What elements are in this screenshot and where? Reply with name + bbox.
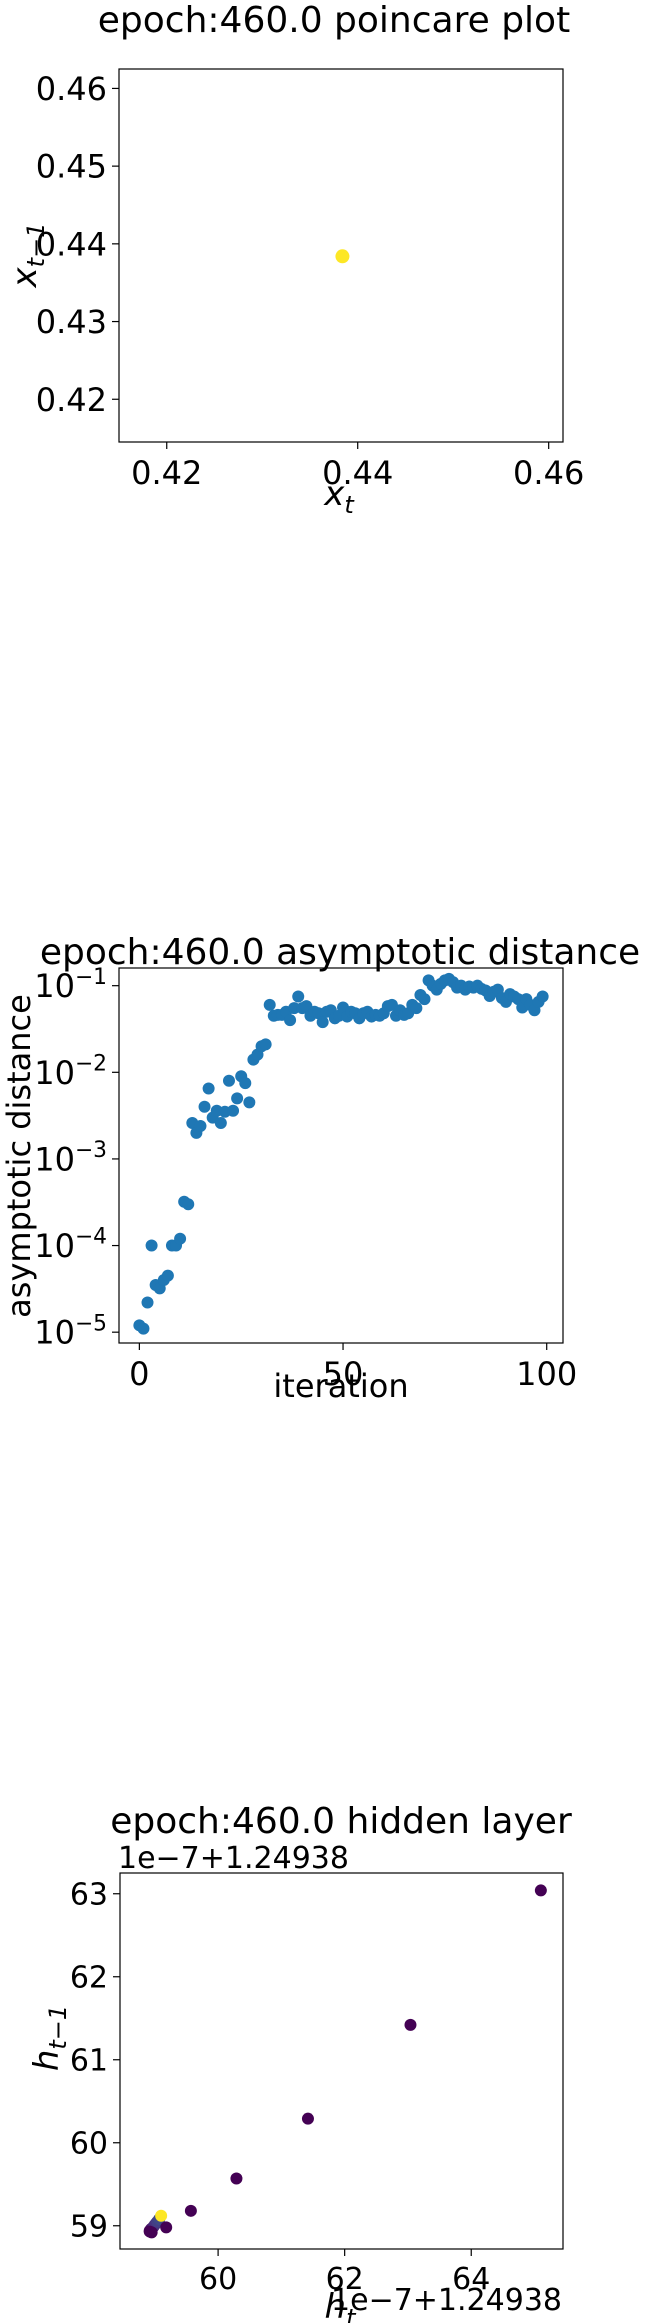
chart-title: epoch:460.0 asymptotic distance — [40, 932, 640, 973]
data-point — [161, 1269, 174, 1282]
y-tick-label: 0.44 — [36, 225, 107, 263]
data-point — [137, 1322, 150, 1335]
plot-frame — [118, 68, 564, 443]
y-tick-label: 60 — [70, 2127, 108, 2162]
data-point — [231, 1092, 244, 1105]
data-point — [292, 990, 305, 1003]
data-point — [145, 1239, 158, 1252]
data-point — [418, 993, 431, 1006]
data-point — [174, 1232, 187, 1245]
y-tick-label: 10−5 — [34, 1311, 107, 1351]
y-tick-label: 0.45 — [36, 148, 107, 186]
data-point — [263, 998, 276, 1011]
x-axis-label: iteration — [273, 1367, 408, 1405]
data-point — [184, 2204, 197, 2217]
y-tick-label: 59 — [70, 2210, 108, 2245]
data-point — [160, 2221, 173, 2234]
hidden-layer-chart: epoch:460.0 hidden layer 1e−7+1.24938 60… — [27, 1801, 572, 2323]
y-axis-label: ht−1 — [27, 2005, 72, 2071]
data-point — [194, 1119, 207, 1132]
data-point — [259, 1038, 272, 1051]
x-tick-label: 0.46 — [513, 454, 584, 492]
data-point — [284, 1014, 297, 1027]
plot-frame — [119, 1872, 564, 2250]
y-tick-label: 10−1 — [34, 965, 107, 1005]
data-point — [410, 1002, 423, 1015]
data-point — [227, 1104, 240, 1117]
y-tick-label: 0.46 — [36, 70, 107, 108]
y-axis-label: asymptotic distance — [0, 994, 38, 1318]
x-tick-label: 50 — [323, 1355, 364, 1393]
chart-title: epoch:460.0 hidden layer — [110, 1801, 572, 1842]
data-point — [335, 249, 350, 264]
data-point — [239, 1077, 252, 1090]
data-point — [222, 1074, 235, 1087]
data-point — [141, 1296, 154, 1309]
data-point — [214, 1116, 227, 1129]
y-tick-label: 10−3 — [34, 1138, 107, 1178]
x-tick-label: 62 — [326, 2262, 364, 2297]
data-point — [404, 2018, 417, 2031]
data-point — [316, 1016, 329, 1029]
poincare-plot-chart: epoch:460.0 poincare plot 0.42 0.44 0.46 0… — [5, 0, 584, 519]
poincare-plot-panel: epoch:460.0 poincare plot 0.42 0.44 0.46 0… — [0, 0, 647, 560]
x-tick-label: 60 — [199, 2262, 237, 2297]
asymptotic-distance-chart: epoch:460.0 asymptotic distance 0 50 100 1… — [0, 932, 640, 1405]
y-tick-label: 0.43 — [36, 303, 107, 341]
y-offset-text: 1e−7+1.24938 — [118, 1841, 349, 1876]
chart-title: epoch:460.0 poincare plot — [98, 0, 570, 41]
data-point — [536, 990, 549, 1003]
y-tick-label: 61 — [70, 2044, 108, 2079]
plot-frame — [118, 967, 564, 1344]
x-tick-label: 0.42 — [131, 454, 202, 492]
hidden-layer-panel: epoch:460.0 hidden layer 1e−7+1.24938 60… — [0, 1780, 647, 2323]
y-tick-label: 10−2 — [34, 1051, 107, 1091]
x-tick-label: 0.44 — [322, 454, 393, 492]
data-point — [534, 1884, 547, 1897]
y-axis-label: xt−1 — [5, 223, 50, 289]
asymptotic-distance-panel: epoch:460.0 asymptotic distance 0 50 100 1… — [0, 920, 647, 1440]
data-point — [182, 1198, 195, 1211]
y-tick-label: 63 — [70, 1878, 108, 1913]
data-point — [230, 2172, 243, 2185]
data-point — [198, 1100, 211, 1113]
data-point — [243, 1096, 256, 1109]
y-tick-label: 0.42 — [36, 381, 107, 419]
data-point — [301, 2112, 314, 2125]
x-tick-label: 0 — [129, 1355, 149, 1393]
y-tick-label: 62 — [70, 1961, 108, 1996]
data-point — [202, 1082, 215, 1095]
x-tick-label: 100 — [516, 1355, 577, 1393]
x-tick-label: 64 — [452, 2262, 490, 2297]
data-point — [155, 2209, 168, 2222]
y-tick-label: 10−4 — [34, 1225, 107, 1265]
data-point — [145, 2226, 158, 2239]
x-offset-text: 1e−7+1.24938 — [331, 2283, 562, 2318]
